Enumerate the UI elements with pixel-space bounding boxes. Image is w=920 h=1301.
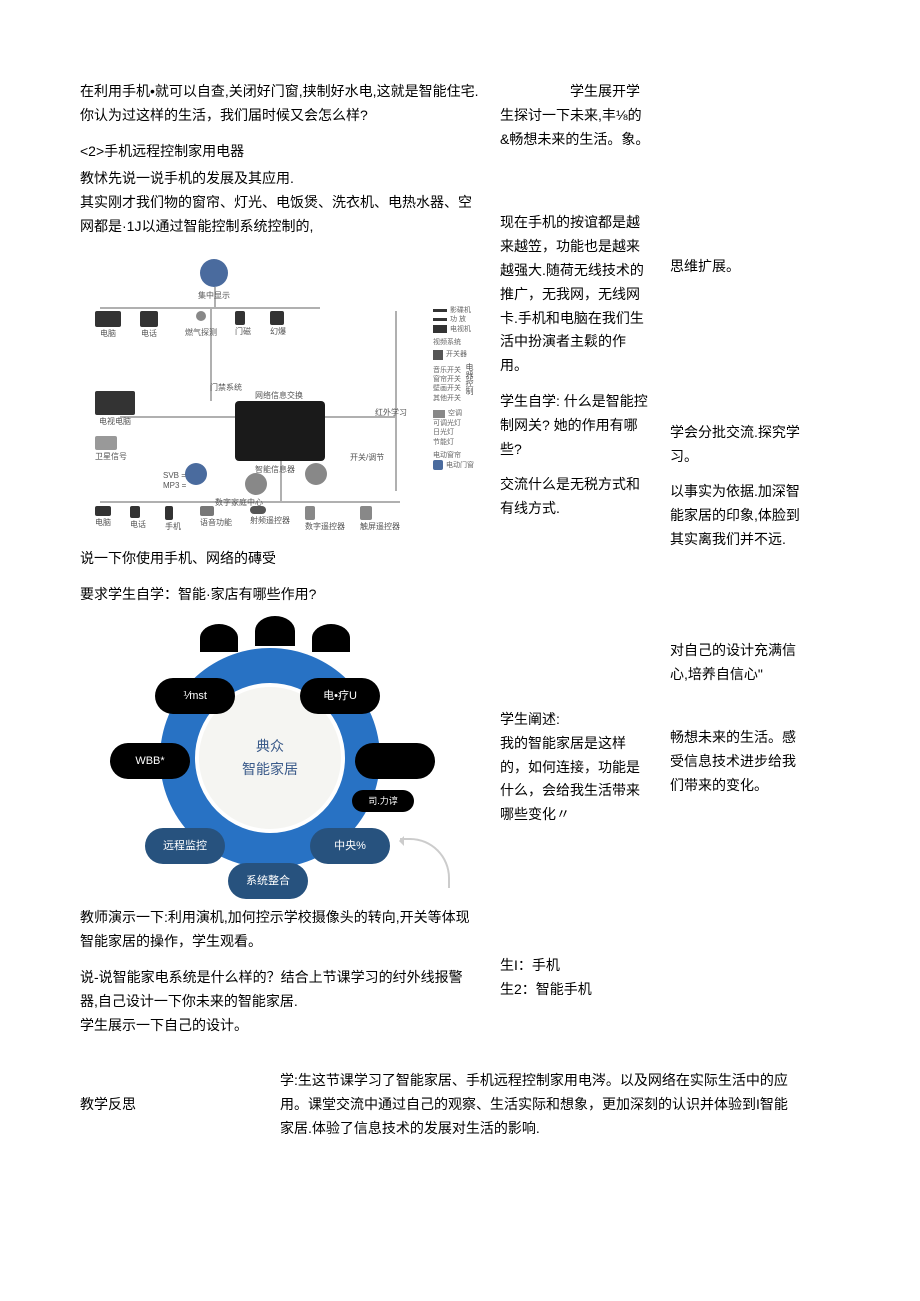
d1-r: 电动窗帘 xyxy=(433,451,474,460)
mid-p1: 学生展开学生探讨一下未来,丰⅛的&畅想未来的生活。象。 xyxy=(500,80,650,151)
left-p1: 在利用手机•就可以自查,关闭好门窗,挟制好水电,这就是智能住宅.你认为过这样的生… xyxy=(80,80,480,128)
left-p7: 说-说智能家电系统是什么样的？结合上节课学习的纣外线报警器,自己设计一下你未来的… xyxy=(80,966,480,1014)
d1-top-hub xyxy=(200,259,228,287)
d1-label: 电话 xyxy=(140,327,158,341)
d1-line xyxy=(120,416,235,418)
d2-bump xyxy=(200,624,238,652)
page-grid: 在利用手机•就可以自查,关闭好门窗,挟制好水电,这就是智能住宅.你认为过这样的生… xyxy=(80,80,840,1049)
d1-b1: 电话 xyxy=(130,506,146,532)
d1-b6: 触屏遥控器 xyxy=(360,506,400,534)
mid-p5a: 学生阐述: xyxy=(500,708,650,732)
d1-b5: 数字遥控器 xyxy=(305,506,345,534)
d1-device-5: 幻爆 xyxy=(270,311,286,339)
right-p2: 思维扩展。 xyxy=(670,255,800,279)
d1-label: 电脑 xyxy=(95,327,121,341)
d1-r: 电动门窗 xyxy=(446,461,474,470)
d2-core-line2: 智能家居 xyxy=(242,758,298,782)
left-p3: 其实刚才我们物的窗帘、灯光、电饭煲、洗衣机、电热水器、空网都是·1J以通过智能控… xyxy=(80,191,480,239)
d1-sw: 开关/调节 xyxy=(350,451,384,465)
d1-label: 幻爆 xyxy=(270,325,286,339)
d1-r: 电视机 xyxy=(450,325,471,334)
d2-petal-2: WBB* xyxy=(110,743,190,779)
d1-line xyxy=(395,311,397,491)
d1-b3: 语音功能 xyxy=(200,506,232,530)
mid-p5b: 我的智能家居是这样的，如何连接，功能是什么，会给我生活带来哪些变化〃 xyxy=(500,732,650,827)
mid-p2: 现在手机的按谊都是越来越笠，功能也是越来越强大.随荷无线技术的推广，无我网，无线… xyxy=(500,211,650,378)
d1-r: 视频系统 xyxy=(433,338,474,347)
mid-p3: 学生自学: 什么是智能控制网关? 她的作用有哪些? xyxy=(500,390,650,461)
d1-r: 功 放 xyxy=(450,315,466,324)
d1-device-laptop: 电脑 xyxy=(95,311,121,341)
footer-label: 教学反思 xyxy=(80,1069,250,1140)
d1-label: 语音功能 xyxy=(200,516,232,530)
d1-mp3: MP3 = xyxy=(163,479,186,493)
right-column: 思维扩展。 学会分批交流.探究学习。 以事实为依据.加深智能家居的印象,体脸到其… xyxy=(670,80,800,1049)
d2-petal-4: 司.力谆 xyxy=(352,790,414,812)
footer-row: 教学反思 学:生这节课学习了智能家居、手机远程控制家用电涔。以及网络在实际生活中… xyxy=(80,1069,840,1140)
d1-door-sys: 门禁系统 xyxy=(210,381,242,395)
d1-label: 电话 xyxy=(130,518,146,532)
d1-ir: 红外学习 xyxy=(375,406,407,420)
d2-petal-5: 远程监控 xyxy=(145,828,225,864)
d1-device-gas: 燃气探测 xyxy=(185,311,217,340)
d2-bump xyxy=(255,616,295,646)
d1-right-group: 电器控制 xyxy=(462,363,476,395)
d1-r: 开关器 xyxy=(446,350,467,359)
d1-label: 电视电脑 xyxy=(95,415,135,429)
d1-device-phone: 电话 xyxy=(140,311,158,341)
d2-petal-1: 电•疗U xyxy=(300,678,380,714)
left-p2: 教怵先说一说手机的发展及其应用. xyxy=(80,167,480,191)
left-p8: 学生展示一下自己的设计。 xyxy=(80,1014,480,1038)
d1-device-door: 门磁 xyxy=(235,311,251,339)
d1-r: 其他开关 xyxy=(433,394,474,403)
d1-knob xyxy=(185,463,207,485)
d2-petal-3 xyxy=(355,743,435,779)
d1-b2: 手机 xyxy=(165,506,181,534)
right-p3: 学会分批交流.探究学习。 xyxy=(670,421,800,469)
d2-core-line1: 典众 xyxy=(256,735,284,759)
left-p6: 教师演示一下:利用演机,加何控示学校摄像头的转向,开关等体现智能家居的操作，学生… xyxy=(80,906,480,954)
mid-p6b: 生2：智能手机 xyxy=(500,978,650,1002)
d1-b0: 电脑 xyxy=(95,506,111,530)
d1-b4: 射频遥控器 xyxy=(250,506,290,528)
d1-label: 卫星信号 xyxy=(95,450,127,464)
d1-center-hub xyxy=(235,401,325,461)
left-p4: 说一下你使用手机、网络的磚受 xyxy=(80,547,480,571)
mid-p6a: 生I：手机 xyxy=(500,954,650,978)
footer-text: 学:生这节课学习了智能家居、手机远程控制家用电涔。以及网络在实际生活中的应用。课… xyxy=(280,1069,800,1140)
d1-label: 触屏遥控器 xyxy=(360,520,400,534)
d1-left-tv: 电视电脑 xyxy=(95,391,135,429)
d2-arrow-icon xyxy=(400,838,450,888)
d2-petal-0: ⅟mst xyxy=(155,678,235,714)
d1-label: 数字遥控器 xyxy=(305,520,345,534)
d1-r: 节能灯 xyxy=(433,438,474,447)
d1-knob xyxy=(245,473,267,495)
right-p5: 对自己的设计充满信心,培养自信心" xyxy=(670,639,800,687)
d1-net: 网络信息交换 xyxy=(255,389,303,403)
left-column: 在利用手机•就可以自查,关闭好门窗,挟制好水电,这就是智能住宅.你认为过这样的生… xyxy=(80,80,480,1049)
d1-left-sat: 卫星信号 xyxy=(95,436,127,464)
d2-petal-7: 系统整合 xyxy=(228,863,308,899)
d1-top-hub-label: 集中显示 xyxy=(198,289,230,303)
d1-label: 射频遥控器 xyxy=(250,514,290,528)
d1-r: 可调光灯 xyxy=(433,419,474,428)
mid-p4: 交流什么是无税方式和有线方式. xyxy=(500,473,650,521)
d1-label: 门磁 xyxy=(235,325,251,339)
d1-label: 手机 xyxy=(165,520,181,534)
right-p4: 以事实为依据.加深智能家居的印象,体脸到其实离我们并不远. xyxy=(670,480,800,551)
d1-knob xyxy=(305,463,327,485)
d2-bump xyxy=(312,624,350,652)
right-p6: 畅想未来的生活。感受信息技术进步给我们带来的变化。 xyxy=(670,726,800,797)
left-p5: 要求学生自学：智能·家店有哪些作用? xyxy=(80,583,480,607)
smart-home-topology-diagram: 集中显示 电脑 电话 燃气探测 门磁 幻爆 电视电脑 卫星信号 智能信息器 影碟… xyxy=(80,251,480,531)
d2-petal-6: 中央% xyxy=(310,828,390,864)
left-h1: <2>手机远程控制家用电器 xyxy=(80,140,480,164)
d1-r: 日光灯 xyxy=(433,428,474,437)
d1-label: 电脑 xyxy=(95,516,111,530)
middle-column: 学生展开学生探讨一下未来,丰⅛的&畅想未来的生活。象。 现在手机的按谊都是越来越… xyxy=(500,80,650,1049)
d1-r: 空调 xyxy=(448,409,462,418)
d1-label: 燃气探测 xyxy=(185,326,217,340)
d1-r: 影碟机 xyxy=(450,306,471,315)
smart-home-radial-diagram: 典众 智能家居 ⅟mst 电•疗U WBB* 司.力谆 远程监控 中央% 系统整… xyxy=(100,618,460,898)
